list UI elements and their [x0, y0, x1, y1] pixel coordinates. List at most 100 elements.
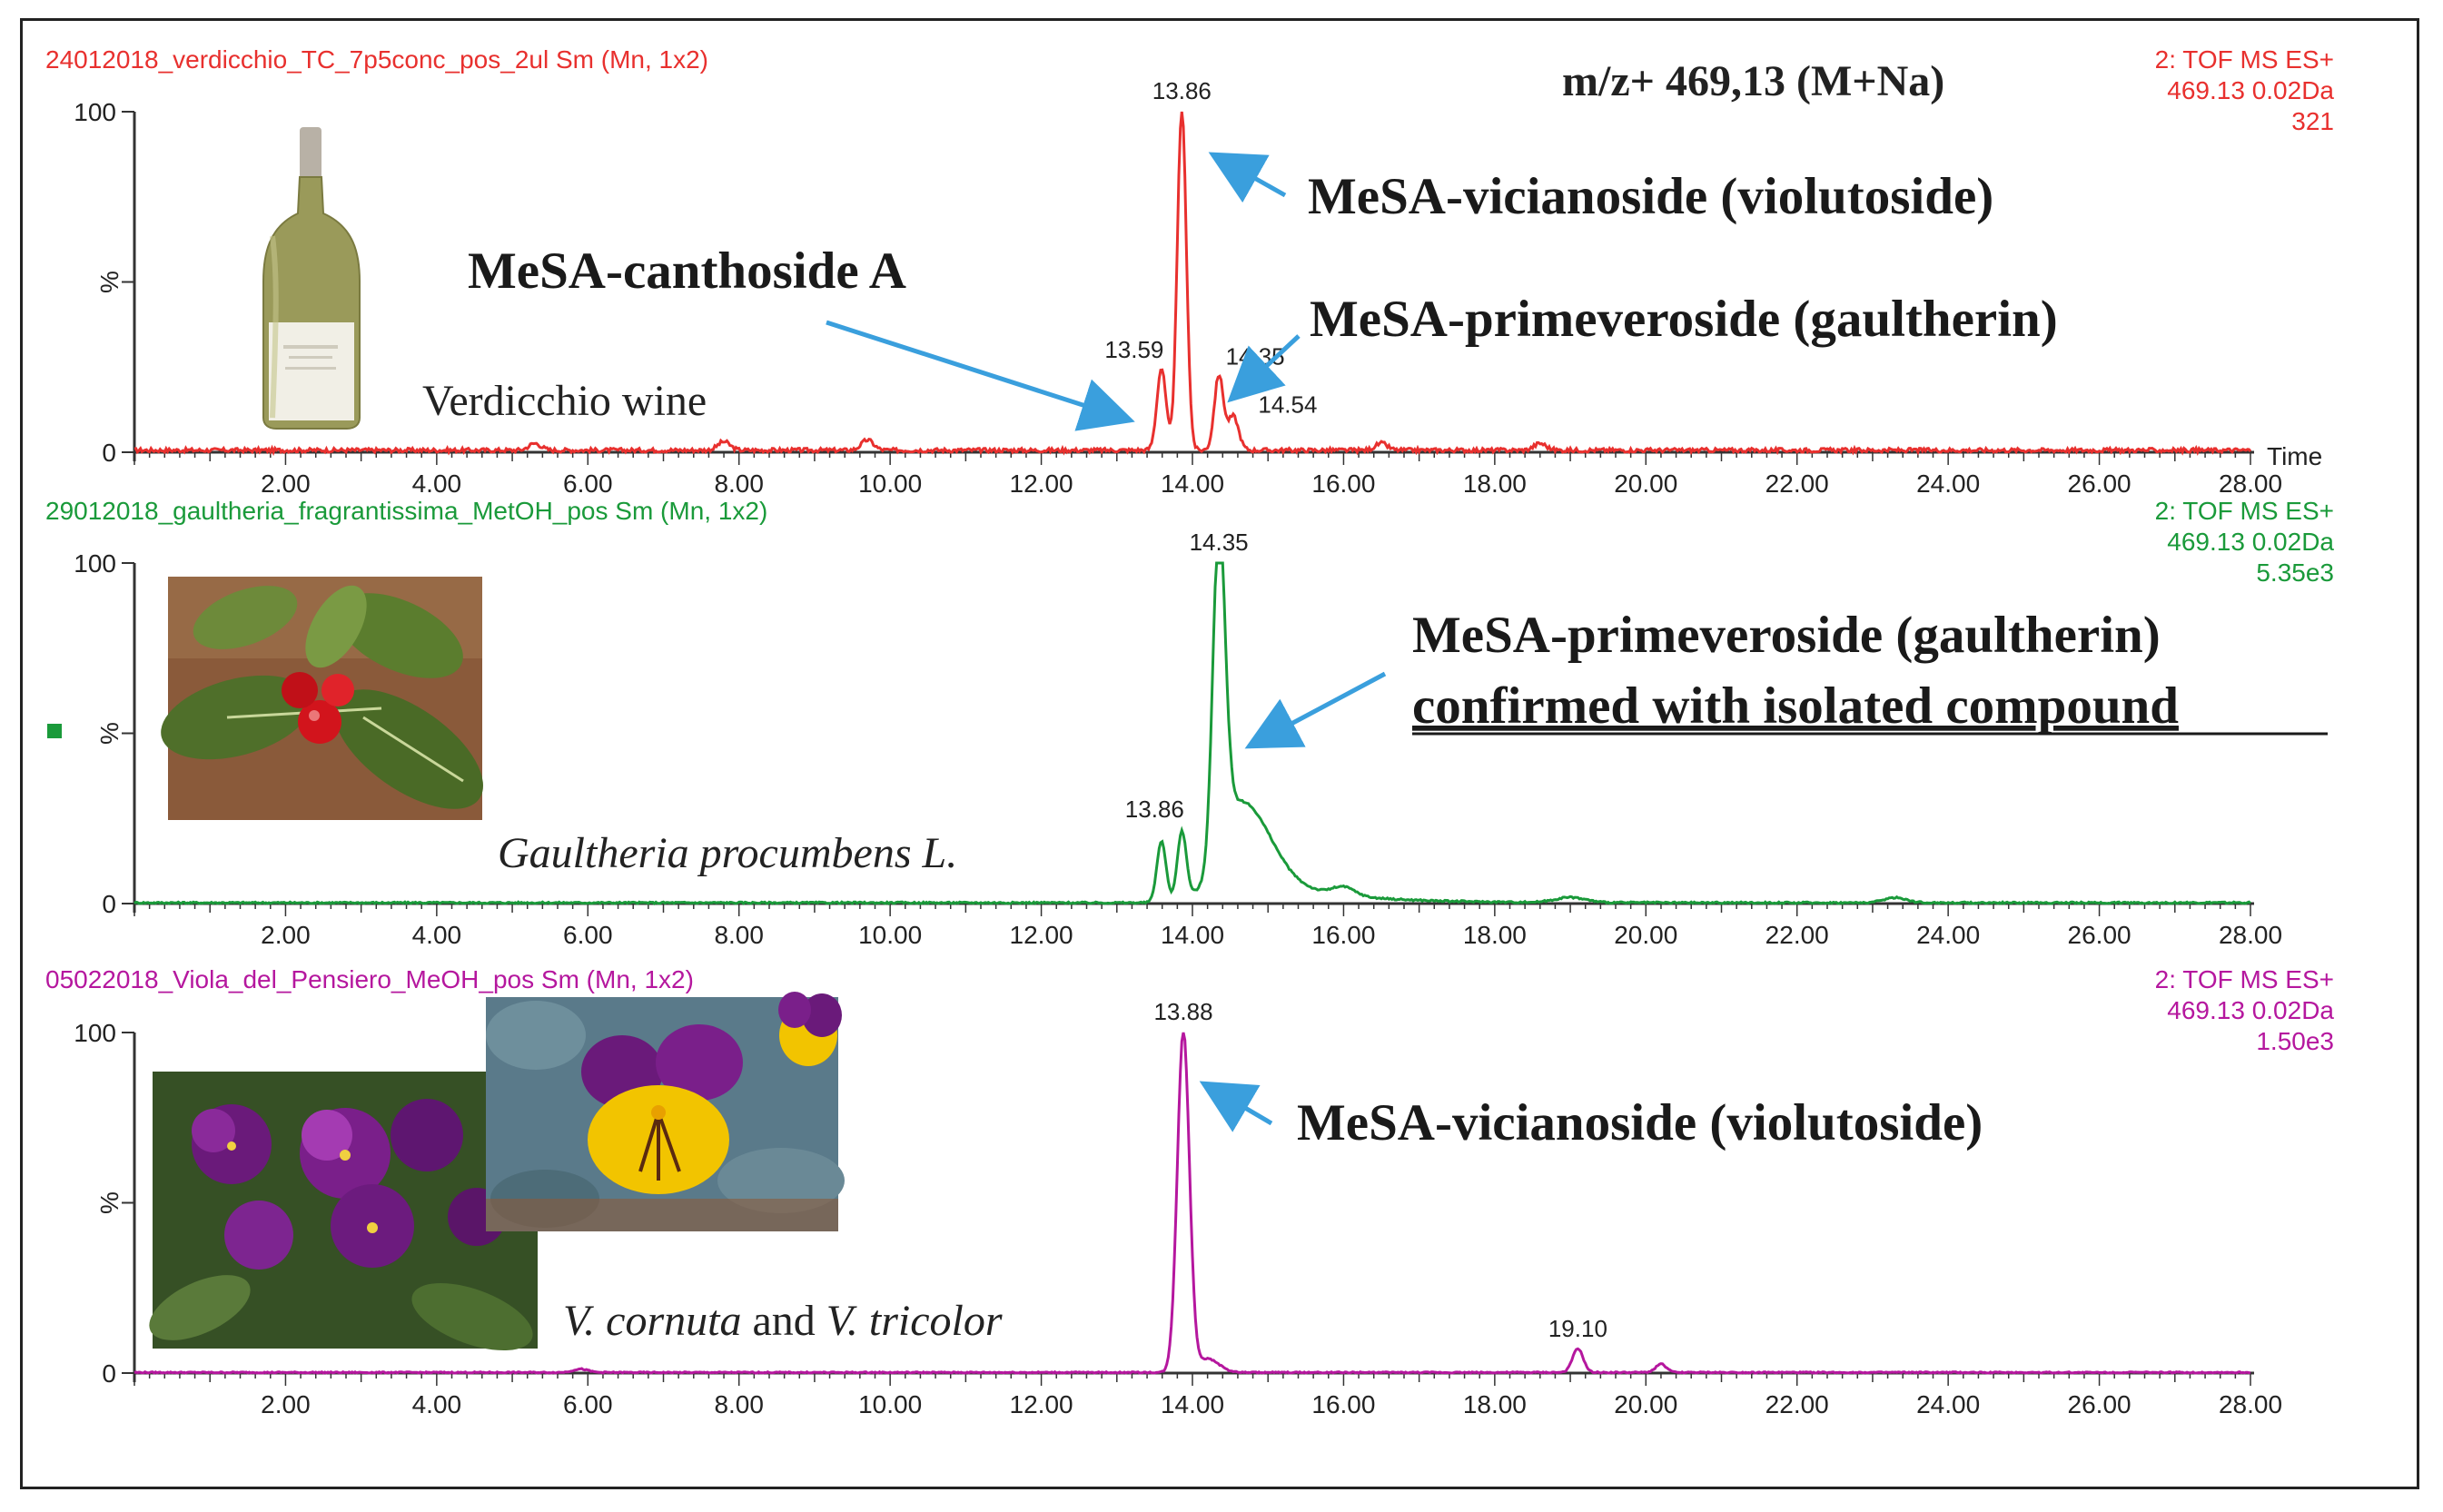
x-tick-label: 22.00 [1765, 1390, 1829, 1418]
wintergreen-plant-photo [161, 577, 483, 820]
x-tick-label: 12.00 [1010, 921, 1073, 949]
y-tick-label: 0 [102, 890, 116, 918]
x-tick-label: 10.00 [858, 921, 922, 949]
x-tick-label: 16.00 [1311, 1390, 1375, 1418]
chromatogram-panels: 24012018_verdicchio_TC_7p5conc_pos_2ul S… [45, 45, 2334, 1418]
sample-label-gaultheria: Gaultheria procumbens L. [498, 829, 957, 877]
x-tick-label: 4.00 [412, 921, 462, 949]
chromatogram-panel-1: 24012018_verdicchio_TC_7p5conc_pos_2ul S… [45, 45, 2334, 498]
mass-label: 469.13 0.02Da [2167, 996, 2334, 1024]
mode-label: 2: TOF MS ES+ [2155, 45, 2334, 74]
x-tick-label: 2.00 [261, 1390, 311, 1418]
mass-label: 469.13 0.02Da [2167, 76, 2334, 104]
y-tick-label: 100 [74, 549, 116, 578]
berry [282, 672, 318, 708]
peak-label: 19.10 [1548, 1315, 1607, 1342]
y-tick-label: 0 [102, 1359, 116, 1388]
arrow-vicianoside-3 [1199, 1081, 1273, 1132]
peak-label: 13.86 [1125, 796, 1184, 823]
x-tick-label: 6.00 [563, 1390, 613, 1418]
berry [298, 700, 341, 744]
x-tick-label: 18.00 [1463, 921, 1527, 949]
sample-label-verdicchio: Verdicchio wine [422, 377, 707, 425]
wine-bottle-photo [262, 127, 361, 430]
x-tick-label: 24.00 [1916, 469, 1980, 498]
sample-label-viola-tricolor: V. tricolor [826, 1297, 1003, 1345]
x-tick-label: 26.00 [2068, 469, 2131, 498]
x-tick-label: 4.00 [412, 1390, 462, 1418]
y-tick-label: % [95, 271, 124, 293]
sample-label-viola-and: and [741, 1297, 826, 1345]
x-tick-label: 10.00 [858, 469, 922, 498]
x-tick-label: 26.00 [2068, 921, 2131, 949]
x-tick-label: 18.00 [1463, 1390, 1527, 1418]
chromatogram-panel-2: 29012018_gaultheria_fragrantissima_MetOH… [45, 497, 2334, 949]
annotation-primeveroside-2: MeSA-primeveroside (gaultherin) [1412, 607, 2161, 664]
x-tick-label: 10.00 [858, 1390, 922, 1418]
x-tick-label: 14.00 [1161, 921, 1224, 949]
arrow-primeveroside-1 [1227, 334, 1301, 403]
leaf [305, 585, 367, 668]
chromatogram-trace [134, 111, 2252, 457]
sample-label-viola: V. cornuta and V. tricolor [563, 1297, 1003, 1345]
viola-cornuta-photo [149, 1072, 538, 1350]
x-tick-label: 14.00 [1161, 1390, 1224, 1418]
x-tick-label: 12.00 [1010, 1390, 1073, 1418]
peak-label: 14.35 [1190, 529, 1249, 556]
file-label: 05022018_Viola_del_Pensiero_MeOH_pos Sm … [45, 965, 694, 993]
violet-flower [224, 1201, 293, 1270]
y-tick-label: 100 [74, 1019, 116, 1047]
bottle-label [269, 322, 354, 420]
mode-label: 2: TOF MS ES+ [2155, 497, 2334, 525]
peak-label: 13.88 [1153, 998, 1212, 1025]
sample-label-viola-cornuta: V. cornuta [563, 1297, 741, 1345]
leaf [336, 593, 463, 678]
peak-label: 14.54 [1258, 391, 1317, 419]
viola-tricolor-photo [486, 992, 845, 1231]
x-tick-label: 28.00 [2219, 1390, 2282, 1418]
x-tick-label: 26.00 [2068, 1390, 2131, 1418]
file-label: 29012018_gaultheria_fragrantissima_MetOH… [45, 497, 767, 525]
y-tick-label: % [95, 1191, 124, 1214]
arrow-primeveroside-2 [1244, 671, 1387, 749]
annotation-confirmed: confirmed with isolated compound [1412, 677, 2179, 735]
time-axis-label: Time [2267, 442, 2322, 470]
x-tick-label: 2.00 [261, 469, 311, 498]
x-tick-label: 16.00 [1311, 469, 1375, 498]
y-tick-label: 0 [102, 439, 116, 467]
x-tick-label: 20.00 [1614, 469, 1677, 498]
x-tick-label: 18.00 [1463, 469, 1527, 498]
annotation-canthoside: MeSA-canthoside A [468, 242, 906, 300]
x-tick-label: 8.00 [714, 1390, 764, 1418]
x-tick-label: 22.00 [1765, 921, 1829, 949]
mass-label: 469.13 0.02Da [2167, 528, 2334, 556]
x-tick-label: 28.00 [2219, 921, 2282, 949]
peak-label: 13.59 [1104, 336, 1163, 363]
x-tick-label: 4.00 [412, 469, 462, 498]
arrow-canthoside [826, 320, 1135, 431]
leaf [193, 586, 298, 649]
chromatogram-trace [134, 1032, 2251, 1375]
mode-label: 2: TOF MS ES+ [2155, 965, 2334, 993]
x-tick-label: 28.00 [2219, 469, 2282, 498]
annotation-vicianoside-1: MeSA-vicianoside (violutoside) [1308, 168, 1993, 225]
arrow-vicianoside-1 [1208, 152, 1287, 203]
x-tick-label: 24.00 [1916, 921, 1980, 949]
annotation-primeveroside-1: MeSA-primeveroside (gaultherin) [1310, 291, 2058, 348]
x-tick-label: 22.00 [1765, 469, 1829, 498]
y-tick-label: 100 [74, 98, 116, 126]
mz-label: m/z+ 469,13 (M+Na) [1562, 57, 1944, 105]
panel-marker [47, 724, 62, 738]
x-tick-label: 8.00 [714, 921, 764, 949]
intensity-label: 321 [2291, 107, 2334, 135]
x-tick-label: 6.00 [563, 921, 613, 949]
leaf [334, 689, 483, 809]
x-tick-label: 14.00 [1161, 469, 1224, 498]
x-tick-label: 16.00 [1311, 921, 1375, 949]
berry [321, 674, 354, 707]
x-tick-label: 24.00 [1916, 1390, 1980, 1418]
intensity-label: 5.35e3 [2256, 558, 2334, 587]
violet-flower [391, 1099, 463, 1171]
x-tick-label: 8.00 [714, 469, 764, 498]
